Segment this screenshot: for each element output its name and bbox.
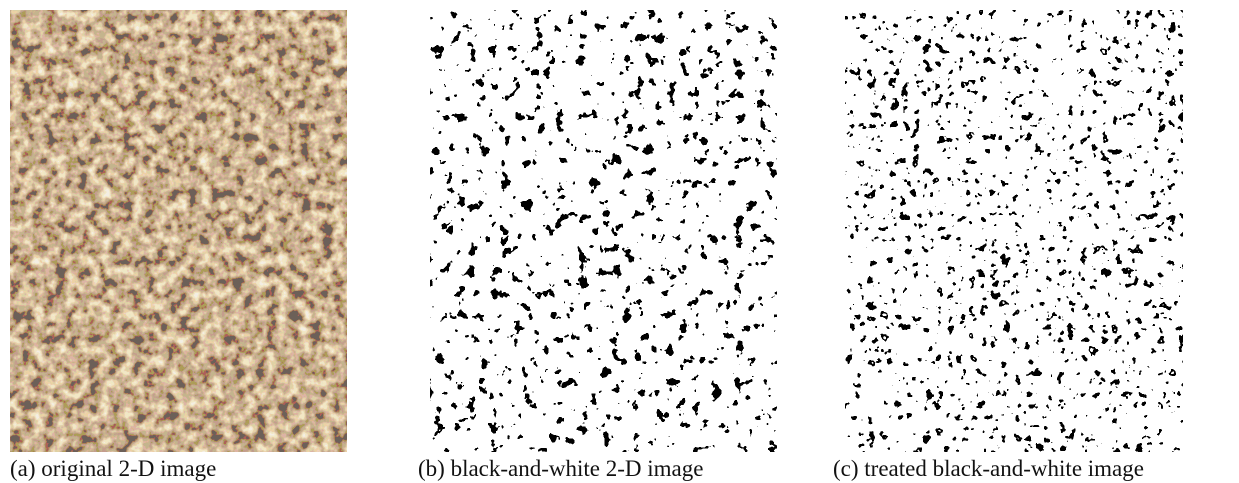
- figure: (a) original 2-D image (b) black-and-whi…: [0, 0, 1239, 483]
- caption: (c) treated black-and-white image: [833, 456, 1144, 481]
- bw-image: [430, 10, 777, 452]
- caption: (a) original 2-D image: [10, 456, 216, 481]
- caption: (b) black-and-white 2-D image: [418, 456, 703, 481]
- original-image: [10, 10, 347, 452]
- page: (a) original 2-D image (b) black-and-whi…: [0, 0, 1239, 483]
- treated-image: [845, 10, 1183, 452]
